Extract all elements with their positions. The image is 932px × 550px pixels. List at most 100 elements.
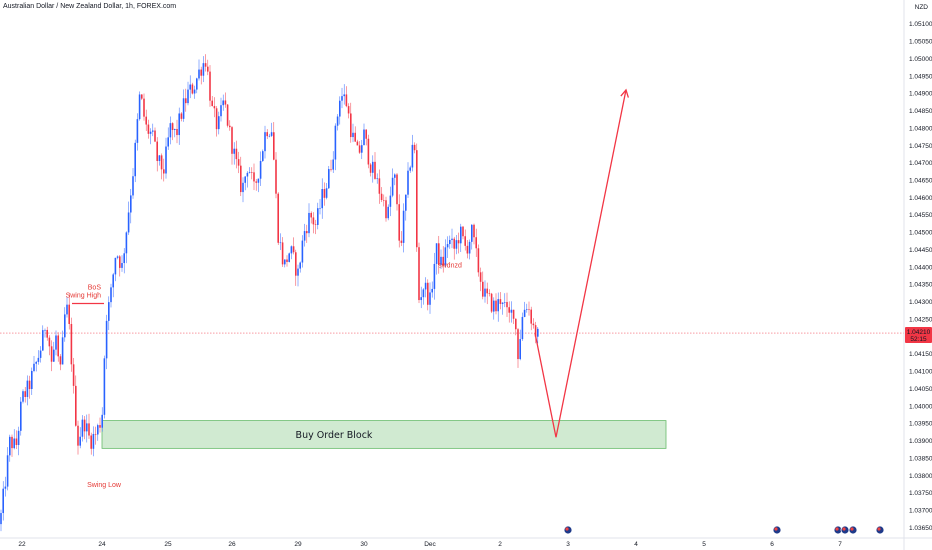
- candle: [138, 91, 141, 121]
- candle-body: [24, 391, 26, 397]
- candle-body: [248, 172, 251, 173]
- candle: [306, 224, 308, 243]
- candle-body: [407, 170, 409, 195]
- candle-body: [224, 100, 227, 105]
- candle: [229, 120, 231, 131]
- price-tick-label: 1.04350: [909, 282, 932, 289]
- candle-body: [251, 172, 253, 173]
- candle-body: [354, 132, 356, 142]
- candle: [123, 248, 125, 274]
- candle: [211, 95, 213, 107]
- candle: [200, 66, 202, 85]
- candle-body: [488, 293, 491, 294]
- candle: [174, 128, 176, 138]
- candle: [383, 194, 385, 207]
- economic-event-icon[interactable]: [772, 525, 782, 535]
- candle: [13, 429, 15, 450]
- candle-body: [22, 391, 24, 402]
- candle-body: [413, 144, 416, 151]
- candle-body: [86, 423, 88, 432]
- candle: [156, 137, 158, 172]
- price-tick-label: 1.04900: [909, 91, 932, 98]
- candle-body: [270, 132, 273, 136]
- candle-body: [345, 94, 348, 107]
- candle: [482, 271, 484, 300]
- candle-body: [427, 282, 429, 305]
- price-tick-label: 1.04400: [909, 264, 932, 271]
- candle-body: [475, 237, 477, 249]
- candle-body: [211, 100, 213, 107]
- candle-body: [319, 208, 321, 209]
- candle-body: [312, 217, 315, 225]
- economic-event-icon[interactable]: [875, 525, 885, 535]
- candle: [387, 204, 389, 221]
- candle-body: [79, 436, 81, 446]
- candle-body: [2, 488, 4, 514]
- candle: [506, 292, 508, 317]
- time-tick-label: 3: [566, 541, 570, 548]
- candle-body: [279, 242, 282, 244]
- candle: [264, 125, 266, 159]
- candle: [251, 167, 253, 180]
- price-tick-label: 1.04600: [909, 195, 932, 202]
- economic-event-icon[interactable]: [563, 525, 573, 535]
- candle: [528, 301, 530, 316]
- candle: [517, 327, 519, 368]
- candle: [121, 255, 123, 272]
- candle-body: [152, 130, 154, 132]
- candle: [209, 65, 211, 107]
- candle: [224, 92, 227, 108]
- candle-body: [332, 159, 334, 170]
- candle: [319, 199, 321, 215]
- candle-body: [317, 208, 319, 225]
- price-tick-label: 1.03700: [909, 508, 932, 515]
- price-tick-label: 1.05050: [909, 39, 932, 46]
- candle: [196, 77, 198, 94]
- candle: [504, 293, 506, 308]
- candle: [451, 228, 453, 249]
- candle: [422, 288, 425, 305]
- candle-body: [433, 263, 436, 289]
- candle-body: [75, 385, 77, 426]
- projection-path[interactable]: [534, 89, 627, 438]
- candle-body: [277, 193, 279, 243]
- buy-order-block-zone[interactable]: [101, 420, 667, 449]
- candle-body: [341, 96, 343, 101]
- candle-body: [431, 288, 433, 293]
- candle: [28, 375, 31, 399]
- time-axis[interactable]: 22 24 25 26 29 30 Dec 2 3 4 5 6 7: [0, 537, 932, 548]
- candle-body: [343, 94, 345, 97]
- candle: [77, 420, 79, 455]
- candle-body: [26, 380, 29, 397]
- candle: [154, 127, 156, 143]
- candle-body: [121, 263, 123, 268]
- candle: [486, 282, 488, 305]
- candle: [325, 183, 328, 200]
- economic-event-icon[interactable]: [840, 525, 850, 535]
- candle: [446, 236, 449, 258]
- candle-body: [226, 104, 229, 126]
- candle-body: [167, 137, 169, 147]
- candle: [97, 423, 99, 441]
- price-tick-label: 1.04750: [909, 143, 932, 150]
- currency-label: NZD: [915, 4, 929, 11]
- candle: [292, 237, 295, 255]
- candle-body: [218, 116, 220, 130]
- candle: [259, 151, 262, 186]
- economic-event-icon[interactable]: [833, 525, 843, 535]
- candle-body: [178, 113, 180, 136]
- candle: [336, 114, 339, 131]
- economic-event-icon[interactable]: [848, 525, 858, 535]
- candle-body: [446, 244, 449, 248]
- candle: [171, 122, 174, 141]
- candle: [158, 155, 161, 166]
- candle-body: [295, 252, 297, 276]
- candle: [462, 225, 464, 240]
- candle-body: [114, 257, 117, 275]
- candle: [226, 104, 229, 128]
- candle-body: [174, 128, 176, 130]
- candle: [471, 224, 473, 250]
- price-axis[interactable]: NZD 1.05100 1.05050 1.05000 1.04950 1.04900 1.…: [903, 0, 932, 550]
- candle: [119, 255, 121, 277]
